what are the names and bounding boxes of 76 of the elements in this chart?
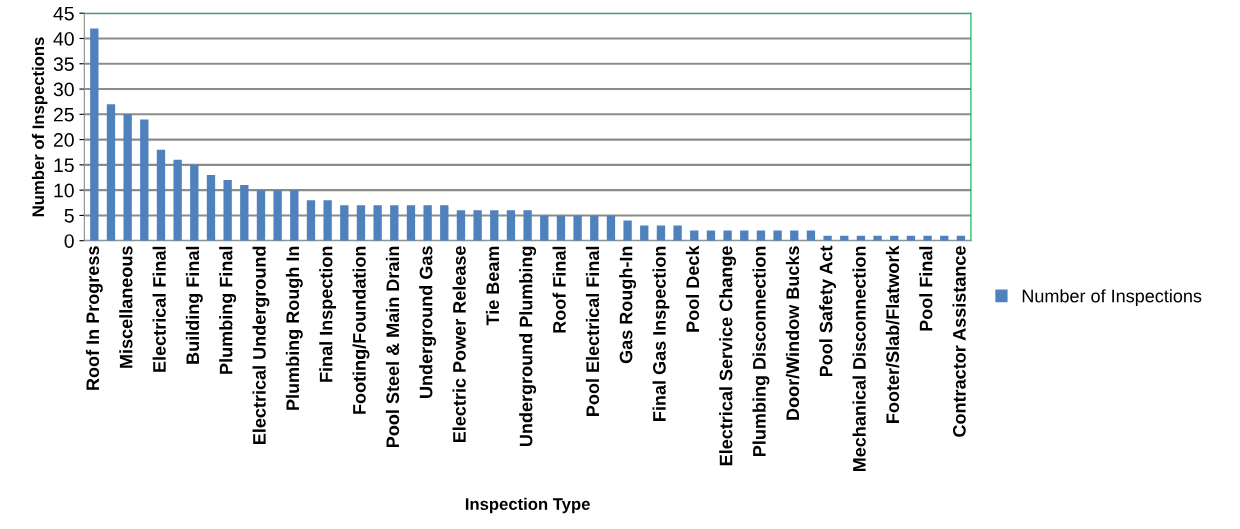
x-tick-label: Final Inspection — [319, 246, 337, 382]
bar — [473, 210, 482, 241]
x-tick-label: Door/Window Bucks — [785, 246, 800, 420]
bar — [140, 119, 149, 241]
y-tick-label: 10 — [54, 183, 74, 198]
bar — [390, 205, 399, 241]
legend-label: Number of Inspections — [1022, 289, 1202, 306]
x-tick-label: Roof In Progress — [85, 246, 103, 390]
bar — [606, 215, 616, 241]
bar — [156, 149, 166, 241]
x-tick-label: Pool Electrical Final — [585, 246, 600, 416]
x-tick-label: Underground Plumbing — [519, 246, 537, 447]
bar — [423, 205, 432, 241]
x-tick-label: Electrical Underground — [252, 246, 270, 444]
x-tick-label: Plumbing Rough In — [285, 246, 303, 410]
bar — [623, 220, 632, 241]
bar — [373, 205, 382, 241]
x-axis-title: Inspection Type — [465, 497, 590, 514]
bar — [340, 205, 349, 241]
bar — [406, 205, 416, 241]
bar — [223, 180, 232, 241]
bar — [240, 185, 249, 241]
x-tick-label: Plumbing Disconnection — [752, 246, 770, 456]
bar — [256, 190, 266, 241]
x-tick-label: Pool Final — [919, 246, 933, 331]
x-tick-label: Pool Safety Act — [819, 245, 837, 377]
x-tick-label: Mechanical Disconnection — [852, 246, 866, 472]
bar — [356, 205, 366, 241]
bar — [490, 210, 499, 241]
bar — [273, 190, 282, 241]
y-tick-label: 25 — [53, 107, 74, 122]
x-tick-label: Plumbing Final — [219, 246, 237, 374]
bar — [673, 225, 682, 241]
bar — [106, 104, 116, 241]
bar — [590, 215, 599, 241]
x-tick-label: Pool Steel & Main Drain — [385, 246, 400, 447]
x-tick-label: Contractor Assistance — [952, 246, 966, 437]
bar — [556, 215, 566, 241]
y-tick-label: 45 — [53, 6, 74, 21]
y-tick-label: 0 — [64, 234, 74, 248]
x-tick-label: Tie Beam — [485, 246, 500, 326]
y-tick-label: 30 — [53, 82, 74, 97]
x-tick-label: Electric Power Release — [452, 246, 466, 443]
bar — [290, 190, 299, 241]
bar — [723, 230, 732, 241]
y-tick-label: 15 — [54, 158, 74, 173]
x-tick-label: Roof Final — [552, 246, 566, 333]
bar — [206, 174, 216, 241]
bar — [506, 210, 516, 241]
bar — [456, 210, 466, 241]
y-tick-label: 40 — [53, 31, 74, 46]
x-tick-label: Building Final — [185, 246, 203, 364]
bar — [306, 200, 316, 241]
y-tick-label: 35 — [53, 57, 74, 72]
bar — [523, 210, 532, 241]
bar — [540, 215, 549, 241]
y-tick-label: 5 — [64, 209, 74, 223]
bar — [190, 164, 199, 241]
x-tick-label: Footing/Foundation — [352, 246, 370, 414]
x-tick-label: Final Gas Inspection — [652, 246, 670, 421]
bar — [123, 114, 132, 241]
x-tick-label: Gas Rough-In — [619, 246, 637, 364]
x-tick-label: Miscellaneous — [119, 246, 133, 368]
y-tick-label: 20 — [53, 133, 74, 147]
x-tick-label: Electrical Final — [152, 246, 166, 372]
x-tick-label: Pool Deck — [685, 245, 700, 332]
bar — [573, 215, 582, 241]
x-tick-label: Underground Gas — [419, 246, 437, 398]
bar — [90, 28, 99, 241]
bar — [773, 230, 782, 241]
y-axis-title: Number of Inspections — [31, 37, 48, 217]
bar — [440, 205, 449, 241]
bar — [173, 159, 182, 241]
x-tick-label: Electrical Service Change — [719, 246, 737, 466]
bar — [323, 200, 332, 241]
x-tick-label: Footer/Slab/Flatwork — [885, 245, 900, 423]
